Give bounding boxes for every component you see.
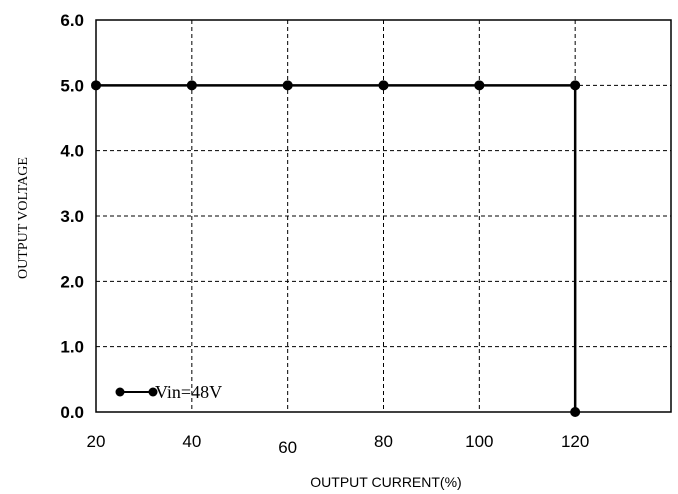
y-tick-label: 1.0 <box>60 338 84 357</box>
y-tick-label: 0.0 <box>60 403 84 422</box>
grid <box>96 20 672 412</box>
x-tick-label: 80 <box>374 432 393 451</box>
x-axis-label: OUTPUT CURRENT(%) <box>310 474 461 490</box>
plot-frame <box>95 19 672 413</box>
y-tick-label: 5.0 <box>60 76 84 95</box>
x-tick-label: 40 <box>182 432 201 451</box>
x-tick-label: 20 <box>87 432 106 451</box>
x-tick-label: 100 <box>465 432 493 451</box>
data-point <box>570 407 581 417</box>
legend-marker <box>148 387 158 397</box>
series <box>91 80 581 417</box>
data-point <box>378 80 389 91</box>
data-point <box>474 80 485 91</box>
y-tick-label: 3.0 <box>60 207 84 226</box>
x-axis-ticks: 20 40 60 80 100 120 <box>87 432 590 457</box>
legend-marker <box>115 387 125 397</box>
legend-label: Vin=48V <box>155 382 222 402</box>
legend: Vin=48V <box>115 382 222 402</box>
y-axis-label: OUTPUT VOLTAGE <box>16 157 31 279</box>
y-tick-label: 4.0 <box>60 142 84 161</box>
y-axis-ticks: 0.0 1.0 2.0 3.0 4.0 5.0 6.0 <box>60 11 84 422</box>
data-point <box>91 80 101 91</box>
data-point <box>186 80 197 91</box>
y-tick-label: 2.0 <box>60 272 84 291</box>
data-point <box>282 80 293 91</box>
x-tick-label: 120 <box>561 432 589 451</box>
series-line <box>96 84 577 412</box>
data-point <box>570 80 581 91</box>
x-tick-label: 60 <box>278 438 297 457</box>
y-tick-label: 6.0 <box>60 11 84 30</box>
